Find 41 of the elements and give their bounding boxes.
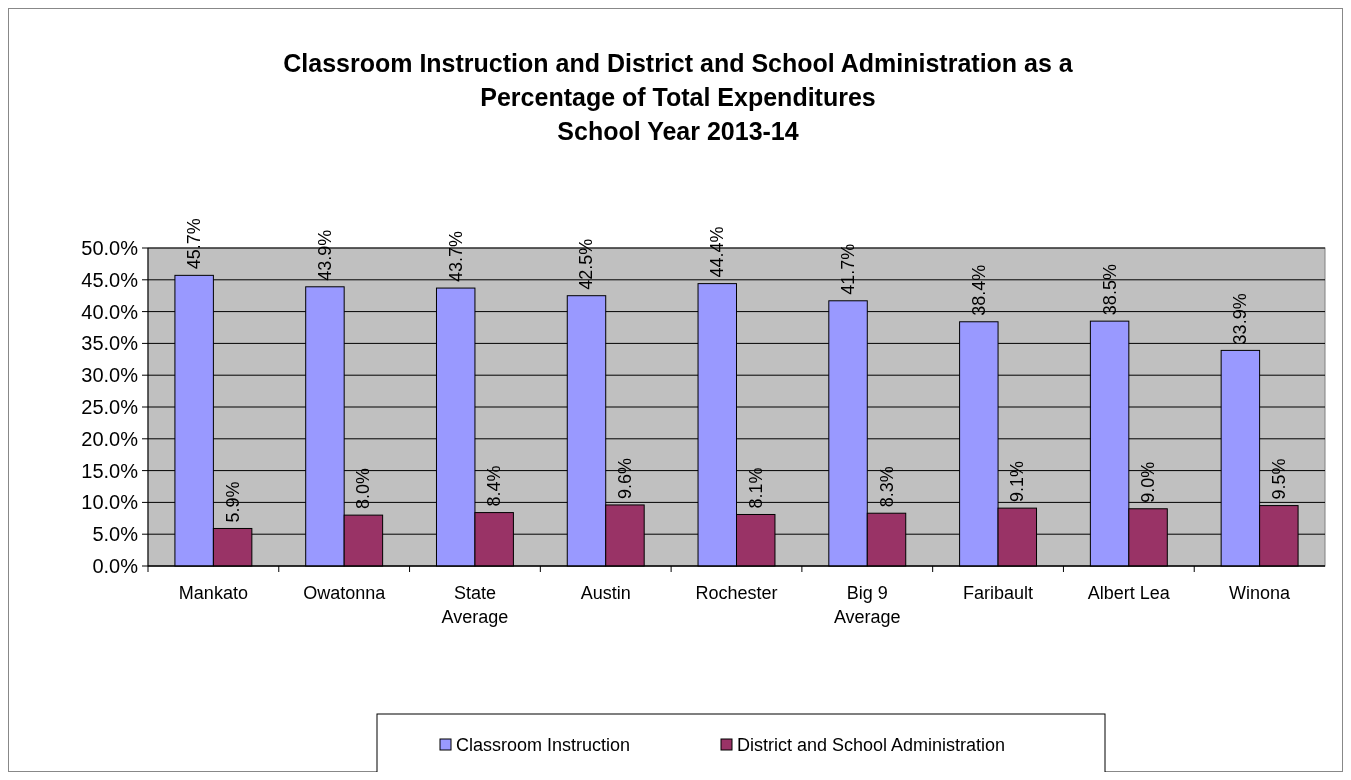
data-label: 33.9% [1230, 293, 1251, 345]
data-label: 38.5% [1099, 264, 1120, 316]
y-tick-label: 15.0% [81, 459, 139, 482]
legend-label: Classroom Instruction [456, 735, 631, 756]
y-tick-label: 40.0% [81, 300, 139, 323]
x-tick-label: Big 9 Average [833, 583, 901, 627]
data-label: 41.7% [838, 243, 859, 295]
x-tick-label: Albert Lea [1087, 583, 1171, 603]
y-tick-label: 35.0% [81, 332, 139, 355]
x-tick-label: Rochester [695, 583, 778, 603]
y-tick-label: 5.0% [92, 523, 139, 546]
data-label: 9.0% [1138, 461, 1159, 503]
y-tick-label: 10.0% [81, 491, 139, 514]
data-label: 9.6% [614, 457, 635, 499]
x-tick-label: State Average [441, 583, 509, 627]
y-tick-label: 50.0% [81, 237, 139, 259]
data-label: 44.4% [707, 226, 728, 278]
x-tick-label: Mankato [178, 583, 248, 603]
data-label: 43.7% [445, 231, 466, 283]
y-tick-label: 20.0% [81, 427, 139, 450]
data-label: 8.3% [876, 466, 897, 508]
data-label: 8.4% [484, 465, 505, 507]
data-label: 45.7% [184, 218, 205, 270]
x-tick-label: Faribault [963, 583, 1034, 603]
data-label: 9.1% [1007, 461, 1028, 503]
data-label: 43.9% [314, 229, 335, 281]
data-label: 8.1% [745, 467, 766, 509]
x-tick-label: Winona [1229, 583, 1292, 603]
y-tick-label: 45.0% [81, 268, 139, 291]
y-tick-label: 30.0% [81, 364, 139, 387]
chart-title: Classroom Instruction and District and School Administration as a Percentage of Total Expenditures School Year 2013-14 [283, 49, 1074, 145]
data-label: 9.5% [1268, 458, 1289, 500]
data-label: 38.4% [968, 264, 989, 316]
data-label: 42.5% [576, 238, 597, 290]
data-label: 8.0% [353, 468, 374, 510]
legend-label: District and School Administration [737, 735, 1006, 756]
data-label: 5.9% [222, 481, 243, 523]
y-tick-label: 25.0% [81, 396, 139, 418]
x-tick-label: Austin [580, 583, 631, 603]
x-tick-label: Owatonna [303, 583, 387, 603]
y-tick-label: 0.0% [92, 555, 139, 577]
